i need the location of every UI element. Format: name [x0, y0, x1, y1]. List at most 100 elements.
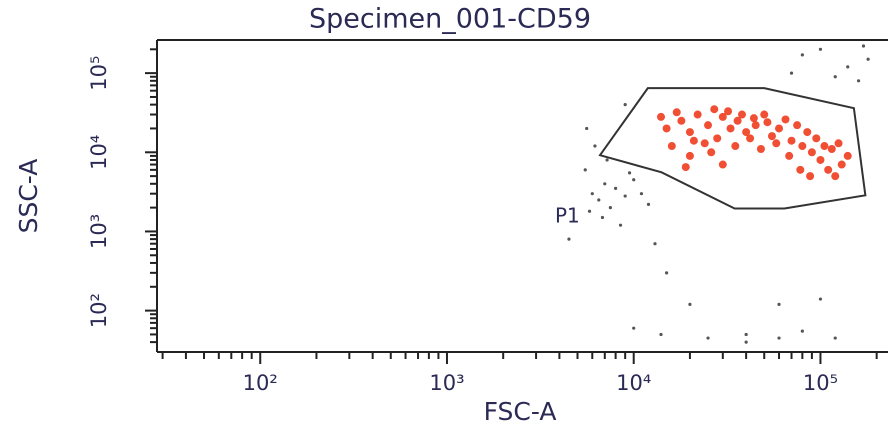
point	[693, 110, 702, 119]
point	[789, 71, 794, 75]
point	[800, 53, 804, 57]
chart-title: Specimen_001-CD59	[309, 4, 591, 35]
point	[856, 79, 861, 83]
point	[827, 145, 836, 154]
point	[818, 297, 823, 301]
point	[646, 202, 651, 206]
point	[623, 194, 627, 198]
point	[587, 209, 592, 213]
point	[593, 144, 597, 148]
point	[639, 192, 644, 196]
point	[833, 336, 837, 340]
point	[677, 116, 686, 125]
point	[657, 112, 666, 121]
point	[653, 242, 657, 246]
point	[632, 178, 636, 182]
point	[710, 105, 719, 114]
gate	[598, 87, 867, 210]
point	[796, 165, 805, 174]
point	[583, 168, 587, 172]
point	[688, 302, 692, 306]
point	[816, 155, 825, 164]
point	[700, 139, 709, 148]
x-tick-label: 10³	[429, 371, 464, 395]
point	[806, 172, 815, 181]
point	[837, 160, 846, 169]
y-tick-label: 10²	[87, 293, 111, 328]
point	[718, 112, 727, 121]
point	[744, 340, 748, 344]
point	[767, 132, 776, 141]
point	[664, 271, 669, 275]
point	[733, 116, 742, 125]
point	[614, 186, 618, 190]
point	[667, 142, 676, 151]
point	[706, 336, 710, 340]
point	[597, 198, 601, 202]
point	[742, 128, 751, 137]
point	[608, 206, 612, 210]
x-tick-label: 10²	[243, 371, 278, 395]
point	[787, 136, 796, 145]
point	[803, 128, 812, 137]
point	[834, 139, 843, 148]
point	[777, 302, 781, 306]
point	[751, 121, 760, 130]
point	[756, 145, 765, 154]
x-axis-label: FSC-A	[484, 397, 557, 426]
point	[746, 134, 755, 143]
point	[713, 134, 722, 143]
x-tick-label: 10⁴	[616, 371, 651, 395]
point	[781, 115, 790, 124]
point	[585, 126, 589, 131]
point	[600, 215, 605, 220]
point	[672, 108, 681, 117]
point	[749, 114, 758, 123]
point	[632, 326, 636, 330]
point	[831, 172, 840, 181]
y-tick-label: 10⁴	[87, 135, 111, 170]
point	[627, 171, 632, 175]
point	[772, 139, 781, 148]
point	[777, 336, 781, 340]
point	[820, 142, 829, 151]
point	[605, 158, 609, 162]
point	[689, 136, 698, 145]
point	[763, 118, 772, 127]
point	[818, 47, 823, 51]
point	[685, 151, 694, 160]
y-axis-label: SSC-A	[14, 159, 43, 234]
point	[681, 163, 690, 172]
point	[807, 148, 816, 157]
point	[833, 75, 837, 79]
point	[798, 142, 807, 151]
point	[785, 151, 794, 160]
point	[707, 148, 716, 157]
point	[726, 124, 735, 133]
point	[737, 110, 746, 119]
point	[793, 121, 802, 130]
point	[812, 134, 821, 143]
point	[775, 124, 784, 133]
y-tick-label: 10³	[87, 214, 111, 249]
gate-label: P1	[555, 204, 580, 228]
x-tick-label: 10⁵	[803, 371, 838, 395]
point	[659, 332, 663, 337]
point	[731, 142, 740, 151]
point	[623, 103, 627, 107]
point	[744, 332, 748, 337]
point	[861, 44, 866, 48]
point	[704, 121, 713, 130]
point	[718, 160, 727, 169]
point	[843, 151, 852, 160]
point	[824, 165, 833, 174]
point	[603, 182, 607, 186]
y-tick-label: 10⁵	[87, 56, 111, 91]
point	[724, 107, 733, 116]
point	[685, 128, 694, 137]
point	[662, 124, 671, 133]
point	[590, 192, 594, 196]
point	[800, 329, 804, 333]
point	[567, 237, 571, 241]
